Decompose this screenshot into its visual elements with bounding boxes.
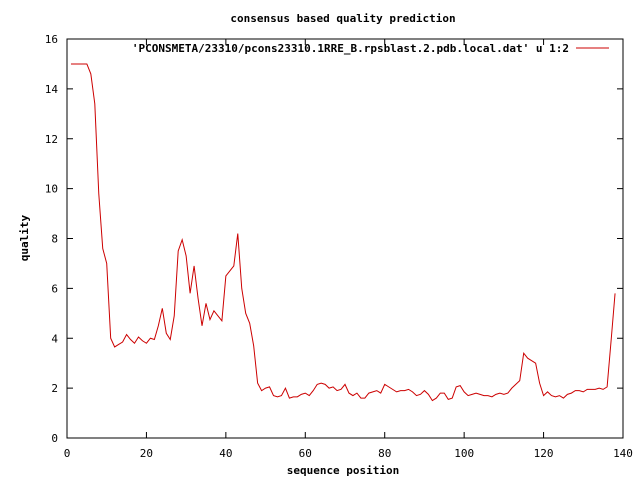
series-layer [70,63,616,402]
x-tick-label: 120 [534,447,554,460]
ticks: 0 20 40 60 80 100 120 140 0 2 4 6 8 10 12 14 16 [45,33,633,460]
series-line [70,63,616,402]
y-tick-label: 16 [45,33,58,46]
y-tick-label: 0 [51,432,58,445]
y-axis-label: quality [18,214,31,261]
x-tick-label: 20 [140,447,153,460]
y-tick-label: 14 [45,83,59,96]
y-tick-label: 4 [51,332,58,345]
y-tick-label: 12 [45,133,58,146]
x-tick-label: 100 [454,447,474,460]
x-tick-label: 0 [64,447,71,460]
x-tick-label: 60 [299,447,312,460]
legend-entry-label: 'PCONSMETA/23310/pcons23310.1RRE_B.rpsbl… [132,42,569,55]
x-tick-label: 140 [613,447,633,460]
x-tick-label: 40 [219,447,232,460]
y-tick-label: 6 [51,282,58,295]
y-tick-label: 10 [45,183,58,196]
y-tick-label: 2 [51,382,58,395]
x-tick-label: 80 [378,447,391,460]
x-axis-label: sequence position [287,464,400,477]
chart-title: consensus based quality prediction [230,12,455,25]
legend: 'PCONSMETA/23310/pcons23310.1RRE_B.rpsbl… [132,42,609,55]
y-tick-label: 8 [51,233,58,246]
